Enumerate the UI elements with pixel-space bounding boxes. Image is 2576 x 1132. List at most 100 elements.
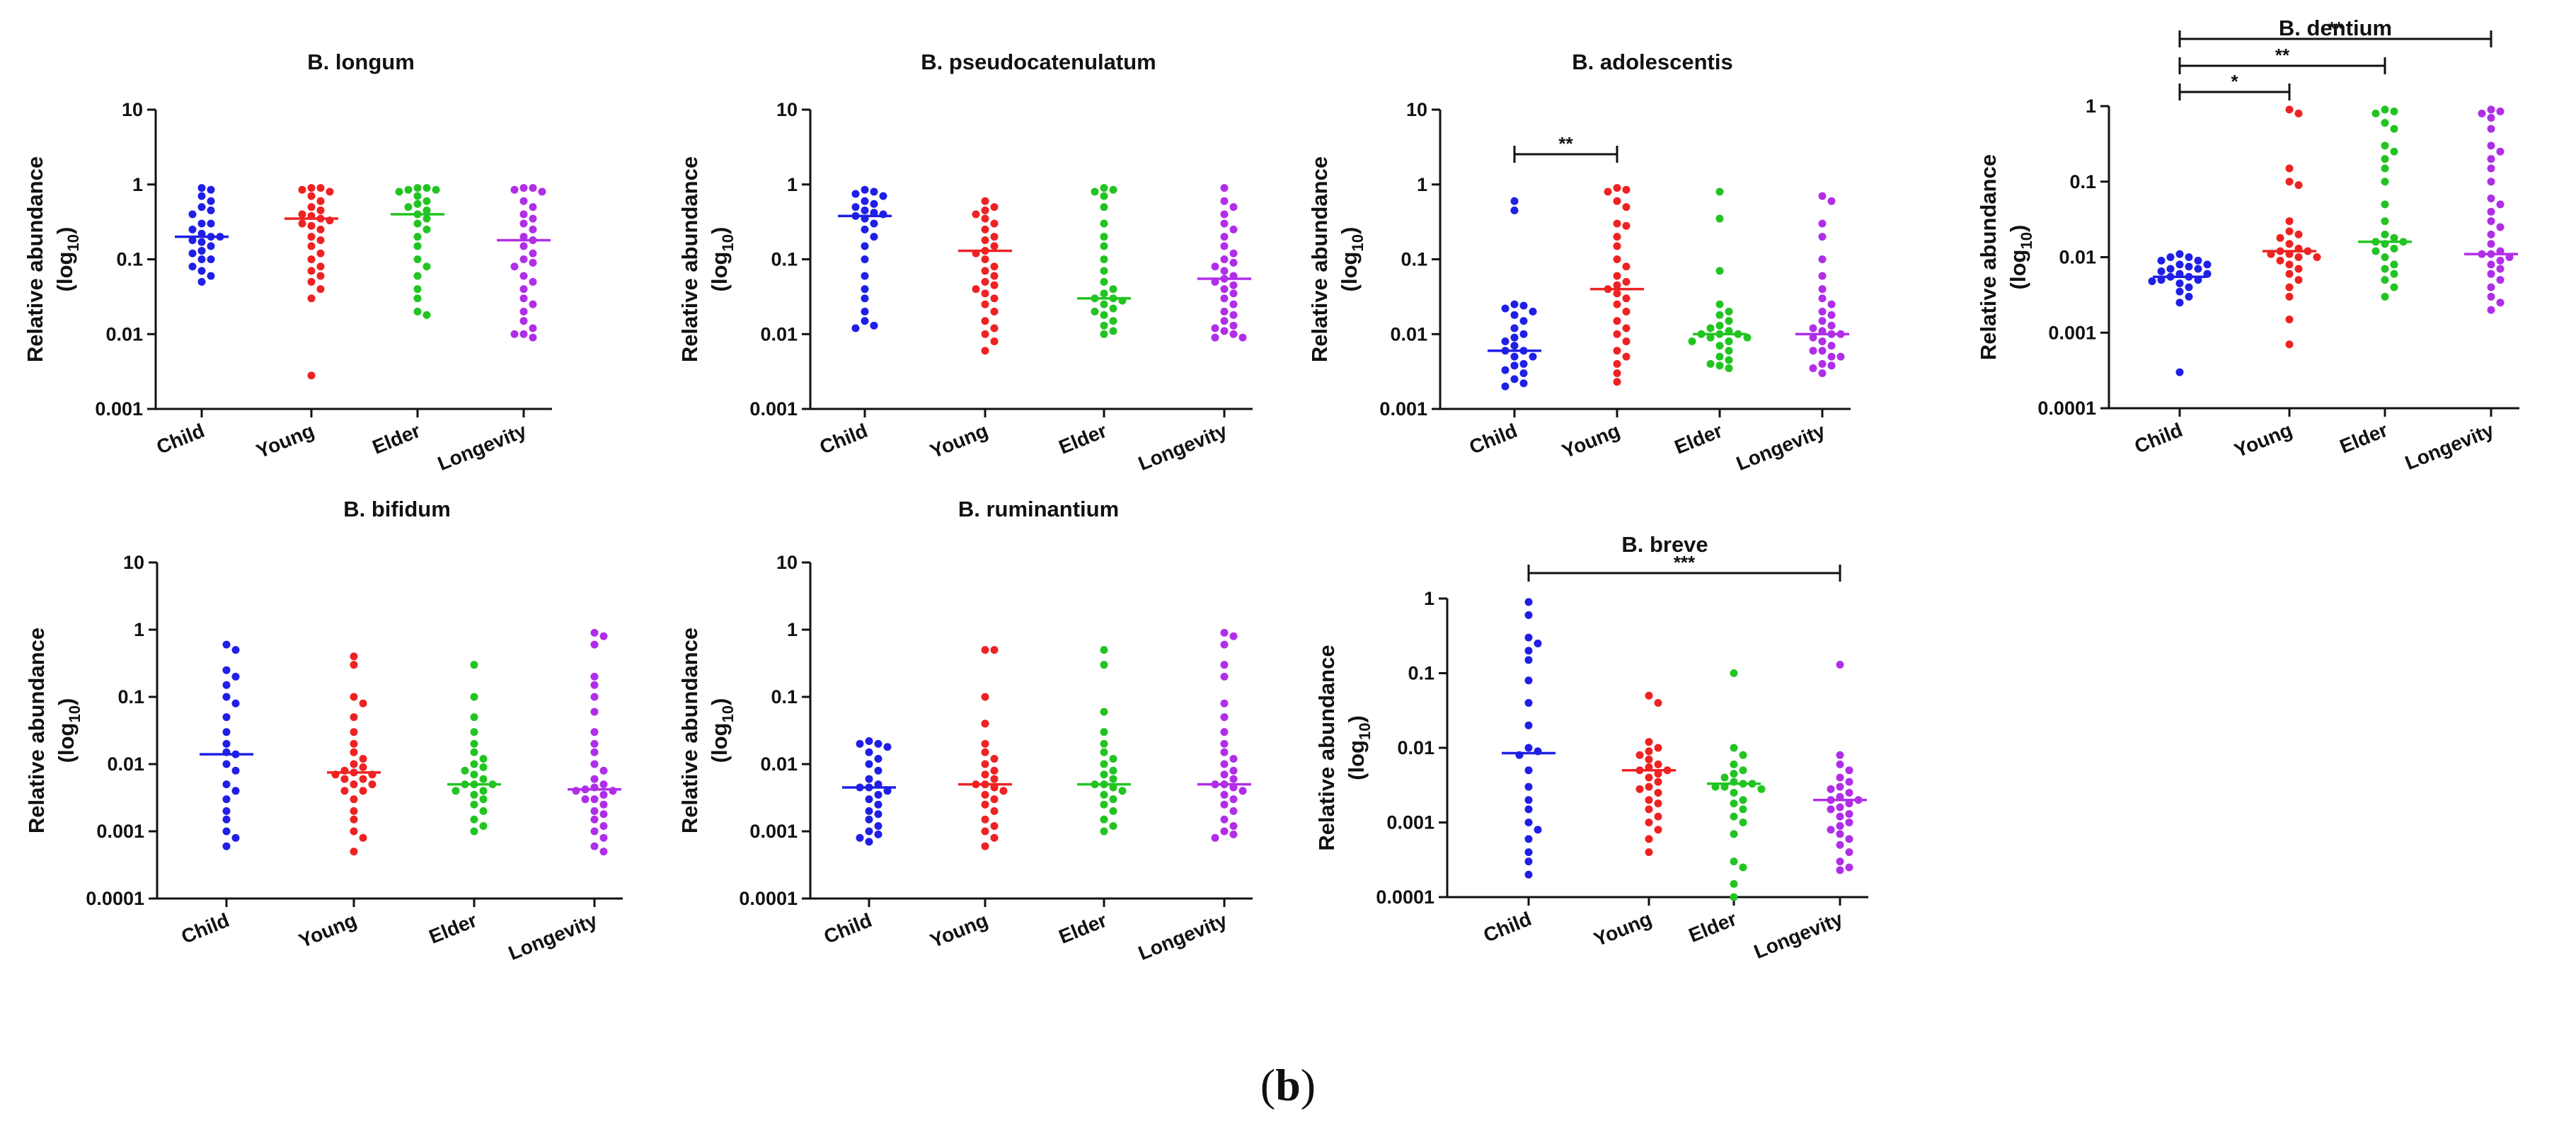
data-point: [470, 713, 478, 722]
data-point: [1118, 787, 1127, 795]
data-point: [1229, 632, 1238, 640]
data-point: [2313, 253, 2321, 261]
data-point: [874, 766, 882, 775]
y-axis-label: Relative abundance (log10): [23, 156, 82, 362]
data-point: [1845, 819, 1853, 826]
data-point: [981, 255, 989, 263]
x-tick-label: Young: [927, 420, 991, 463]
data-point: [883, 743, 892, 751]
data-point: [1229, 203, 1238, 212]
y-tick-label: 0.01: [760, 753, 798, 775]
data-point: [2487, 194, 2495, 202]
data-point: [874, 790, 882, 799]
data-point: [2487, 125, 2495, 133]
data-point: [981, 827, 989, 836]
data-point: [1510, 206, 1519, 214]
data-point: [1645, 805, 1653, 814]
data-point: [1100, 321, 1108, 330]
data-point: [981, 317, 989, 325]
data-point: [2185, 262, 2193, 271]
y-axis-label-close: ): [52, 227, 77, 234]
y-axis-label-line1: Relative abundance: [23, 156, 47, 362]
data-point: [1109, 754, 1117, 763]
data-point: [1229, 830, 1238, 838]
data-point: [981, 277, 989, 286]
data-point: [529, 277, 537, 286]
data-point: [865, 795, 873, 804]
data-point: [188, 249, 197, 258]
data-point: [861, 285, 869, 294]
y-axis-label-close: ): [707, 698, 732, 705]
data-point: [2381, 276, 2389, 284]
data-point: [990, 754, 999, 763]
data-point: [590, 708, 599, 716]
y-tick-label: 0.01: [2059, 247, 2096, 268]
data-point: [1220, 770, 1229, 779]
data-point: [1229, 321, 1238, 330]
data-point: [1238, 787, 1247, 795]
x-tick-label: Elder: [1672, 420, 1726, 458]
data-point: [222, 713, 231, 722]
data-point: [359, 754, 367, 763]
data-point: [1510, 197, 1519, 205]
data-point: [197, 246, 206, 255]
data-point: [861, 225, 869, 233]
data-point: [1836, 841, 1844, 849]
x-tick-label: Longevity: [2402, 419, 2497, 474]
data-point: [1109, 317, 1117, 325]
y-tick-label: 0.1: [1401, 249, 1427, 270]
data-point: [188, 210, 197, 219]
x-tick-label: Young: [927, 909, 991, 952]
data-point: [316, 272, 325, 280]
data-point: [2175, 287, 2184, 296]
data-point: [413, 255, 422, 263]
data-point: [1743, 333, 1752, 342]
data-point: [197, 203, 206, 212]
data-point: [1534, 826, 1542, 834]
chart-title: B. ruminantium: [958, 497, 1119, 521]
data-point: [298, 185, 306, 194]
data-point: [1519, 359, 1528, 368]
data-point: [316, 236, 325, 245]
data-point: [1220, 790, 1229, 799]
data-point: [1654, 760, 1662, 768]
data-point: [865, 748, 873, 756]
data-point: [1845, 766, 1853, 775]
data-point: [2496, 108, 2505, 116]
data-point: [188, 225, 197, 233]
data-point: [1730, 812, 1738, 821]
data-point: [2285, 227, 2294, 236]
data-point: [307, 221, 316, 230]
data-point: [1730, 857, 1738, 866]
data-point: [1715, 342, 1724, 350]
data-point: [222, 739, 231, 748]
data-point: [874, 830, 882, 838]
y-axis-label: Relative abundance (log10): [1307, 156, 1367, 362]
data-point: [1100, 708, 1108, 716]
data-point: [1229, 311, 1238, 319]
data-point: [2294, 253, 2303, 261]
data-point: [861, 272, 869, 280]
data-point: [1220, 255, 1229, 263]
y-tick-label: 0.0001: [2037, 398, 2096, 419]
y-tick-label: 1: [1417, 174, 1427, 195]
data-point: [2294, 265, 2303, 273]
data-point: [2175, 299, 2184, 307]
data-point: [1845, 848, 1853, 856]
data-point: [1827, 300, 1836, 308]
data-point: [1220, 739, 1229, 748]
data-point: [1645, 747, 1653, 756]
data-point: [1220, 815, 1229, 824]
data-point: [1524, 782, 1533, 791]
data-point: [590, 672, 599, 681]
y-tick-label: 10: [776, 552, 798, 573]
data-point: [1836, 352, 1845, 361]
data-point: [990, 795, 999, 804]
data-point: [350, 815, 358, 824]
y-axis-label-line2: (log: [54, 723, 79, 763]
data-point: [2487, 155, 2495, 163]
data-point: [990, 281, 999, 289]
data-point: [2487, 270, 2495, 278]
